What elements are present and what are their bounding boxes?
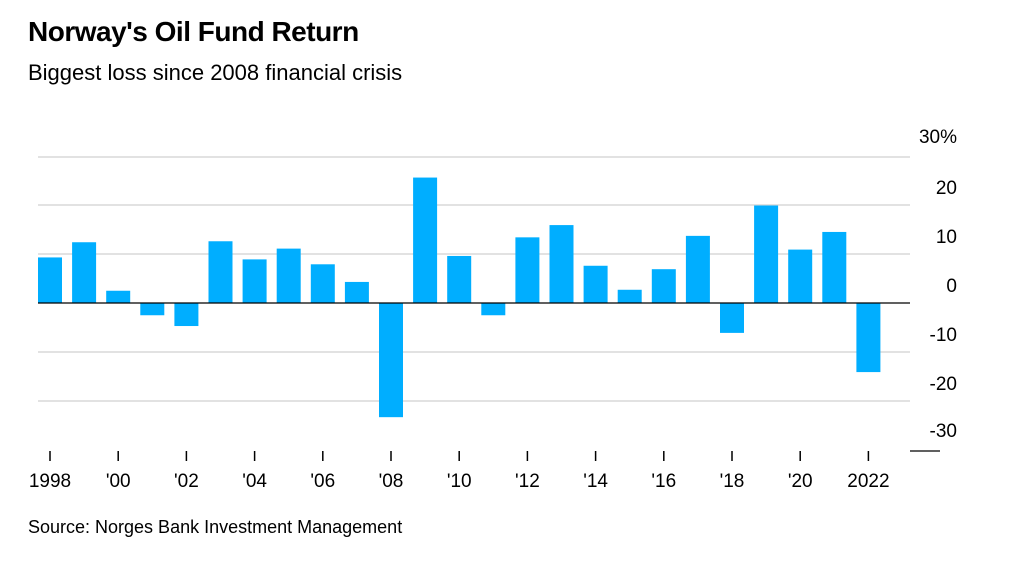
bar-2000 [106,290,131,303]
y-axis: 30% 20 10 0 -10 -20 -30 [910,127,957,452]
bar-2010 [447,255,472,303]
y-tick-label: 20 [936,178,957,199]
bar-2017 [685,235,710,303]
bar-2004 [242,259,267,303]
bar-2021 [822,231,847,303]
bar-2018 [720,303,744,333]
x-tick-label: '14 [583,471,608,492]
bar-2019 [754,205,779,303]
bar-2009 [413,177,438,303]
bar-2016 [651,269,676,303]
chart-title: Norway's Oil Fund Return [28,16,359,47]
bar-1998 [38,257,62,303]
bar-1999 [72,242,97,303]
y-tick-label: -30 [930,421,957,442]
y-tick-label: 10 [936,227,957,248]
bar-2007 [344,281,369,303]
x-tick-label: '12 [515,471,540,492]
bar-2008 [379,303,403,418]
x-tick-label: '02 [174,471,199,492]
bar-2002 [174,303,199,327]
x-tick-label: '00 [106,471,131,492]
x-axis: 1998 '00 '02 '04 '06 '08 '10 '12 '14 '16 '18 '20 202… [29,451,890,492]
bars [38,177,881,418]
y-tick-label: -10 [930,325,957,346]
y-tick-label: 30% [919,127,957,148]
x-tick-label: 2022 [847,471,889,492]
x-tick-label: '20 [788,471,813,492]
bar-2015 [617,289,642,303]
bar-2014 [583,265,608,303]
bar-2022 [856,303,881,373]
x-tick-label: '18 [720,471,745,492]
bar-2011 [481,303,506,316]
bar-2013 [549,225,574,303]
x-tick-label: '16 [651,471,676,492]
source-note: Source: Norges Bank Investment Managemen… [28,517,403,537]
x-tick-label: '10 [447,471,472,492]
bar-2001 [140,303,165,316]
chart-subtitle: Biggest loss since 2008 financial crisis [28,60,403,85]
bar-2006 [310,264,335,303]
x-tick-label: '04 [242,471,267,492]
x-tick-label: '08 [379,471,404,492]
bar-2003 [208,241,233,303]
bar-2020 [788,249,813,303]
bar-2012 [515,237,540,303]
y-tick-label: -20 [930,374,957,395]
gridlines [38,156,910,402]
x-tick-label: '06 [310,471,335,492]
y-tick-label: 0 [946,276,957,297]
bar-2005 [276,248,301,303]
x-tick-label: 1998 [29,471,71,492]
